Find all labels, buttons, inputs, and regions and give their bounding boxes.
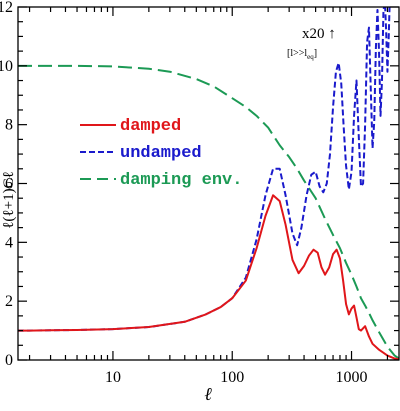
annotations: x20 ↑ [l>>leq] — [287, 26, 336, 61]
series-line-undamped — [18, 7, 391, 332]
series-layer — [18, 7, 399, 360]
x-tick-label: 100 — [220, 369, 244, 386]
y-axis-label: ℓ(ℓ+1)Cℓ — [1, 171, 17, 229]
y-tick-label: 12 — [0, 0, 13, 16]
x-tick-label: 1000 — [336, 369, 368, 386]
y-tick-label: 8 — [5, 117, 13, 134]
legend-label: damped — [120, 117, 181, 136]
y-tick-label: 2 — [5, 293, 13, 310]
legend-label: undamped — [120, 144, 202, 163]
y-tick-label: 4 — [5, 234, 13, 251]
x-axis-label: ℓ — [204, 384, 212, 404]
y-tick-label: 6 — [5, 176, 13, 193]
series-line-damped — [18, 194, 399, 360]
y-tick-label: 10 — [0, 58, 13, 75]
y-tick-label: 0 — [5, 352, 13, 369]
legend-label: damping env. — [120, 171, 242, 190]
annotation-regime: [l>>leq] — [287, 48, 317, 61]
annotation-x20: x20 ↑ — [302, 26, 336, 42]
x-tick-label: 10 — [105, 369, 121, 386]
series-line-damping-env — [18, 64, 399, 360]
axis-layer: 10 100 1000 0 2 4 6 8 10 12 — [0, 0, 399, 386]
legend: damped undamped damping env. — [80, 117, 242, 190]
